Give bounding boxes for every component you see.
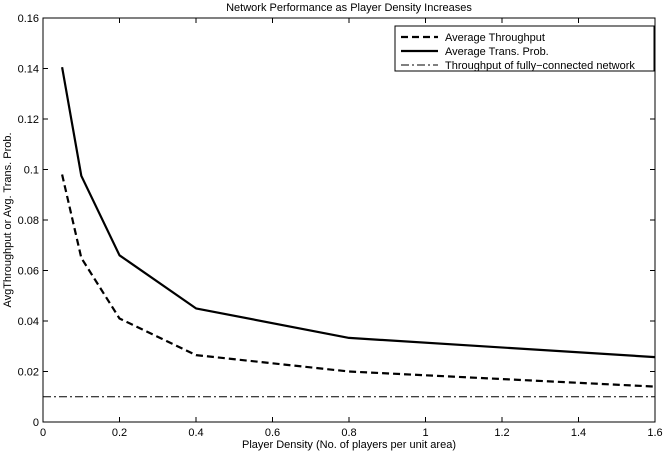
legend-label-1: Average Trans. Prob. [445, 46, 549, 58]
legend-box [394, 25, 655, 72]
x-axis-label: Player Density (No. of players per unit … [242, 439, 456, 451]
x-tick-label: 1.4 [571, 427, 586, 439]
y-tick-label: 0.1 [24, 165, 39, 177]
x-tick-label: 1.2 [494, 427, 509, 439]
ticks-layer: 0 0.2 0.4 0.6 0.8 1 1.2 1.4 1.6 0 0.02 0.04 0.06 0.08… [18, 13, 663, 439]
y-tick-label: 0.04 [18, 316, 39, 328]
y-tick-label: 0.16 [18, 13, 39, 25]
x-tick-label: 0 [40, 427, 46, 439]
y-tick-label: 0 [33, 417, 39, 429]
series-line-0 [61, 174, 656, 388]
x-tick-label: 1.6 [647, 427, 662, 439]
x-tick-label: 0.8 [341, 427, 356, 439]
x-tick-label: 0.4 [188, 427, 203, 439]
chart-title: Network Performance as Player Density In… [226, 2, 472, 14]
y-tick-label: 0.12 [18, 114, 39, 126]
x-tick-label: 0.2 [112, 427, 127, 439]
legend-label-2: Throughput of fully−connected network [445, 60, 635, 72]
legend-label-0: Average Throughput [445, 32, 545, 44]
y-tick-label: 0.14 [18, 64, 39, 76]
series-line-1 [61, 67, 656, 359]
y-tick-label: 0.06 [18, 266, 39, 278]
x-tick-label: 0.6 [265, 427, 280, 439]
y-tick-label: 0.02 [18, 367, 39, 379]
legend: Average Throughput Average Trans. Prob. Th… [394, 25, 655, 72]
series-layer [43, 67, 656, 398]
y-tick-label: 0.08 [18, 215, 39, 227]
x-tick-label: 1 [422, 427, 428, 439]
y-axis-label: AvgThroughput or Avg. Trans. Prob. [2, 132, 14, 307]
plot-area [43, 18, 655, 422]
